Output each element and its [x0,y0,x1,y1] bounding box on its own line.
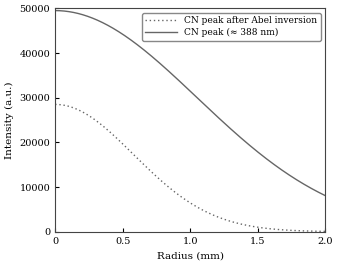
CN peak (≈ 388 nm) [323,194,328,197]
CN peak after Abel inversion [264,227,268,230]
CN peak after Abel inversion [163,182,167,185]
CN peak (≈ 388 nm) [53,9,57,12]
CN peak (≈ 388 nm) [81,13,85,16]
X-axis label: Radius (mm): Radius (mm) [157,251,224,260]
CN peak after Abel inversion [172,190,176,193]
CN peak after Abel inversion [81,111,85,114]
Line: CN peak after Abel inversion: CN peak after Abel inversion [55,104,325,231]
CN peak after Abel inversion [323,230,328,233]
CN peak after Abel inversion [239,222,243,226]
CN peak after Abel inversion [53,103,57,106]
CN peak after Abel inversion [269,227,273,231]
Y-axis label: Intensity (a.u.): Intensity (a.u.) [5,81,14,159]
Line: CN peak (≈ 388 nm): CN peak (≈ 388 nm) [55,11,325,196]
Legend: CN peak after Abel inversion, CN peak (≈ 388 nm): CN peak after Abel inversion, CN peak (≈… [142,13,321,41]
CN peak (≈ 388 nm) [239,136,243,139]
CN peak (≈ 388 nm) [172,75,176,78]
CN peak (≈ 388 nm) [264,157,268,160]
CN peak (≈ 388 nm) [269,160,273,164]
CN peak (≈ 388 nm) [163,66,167,69]
